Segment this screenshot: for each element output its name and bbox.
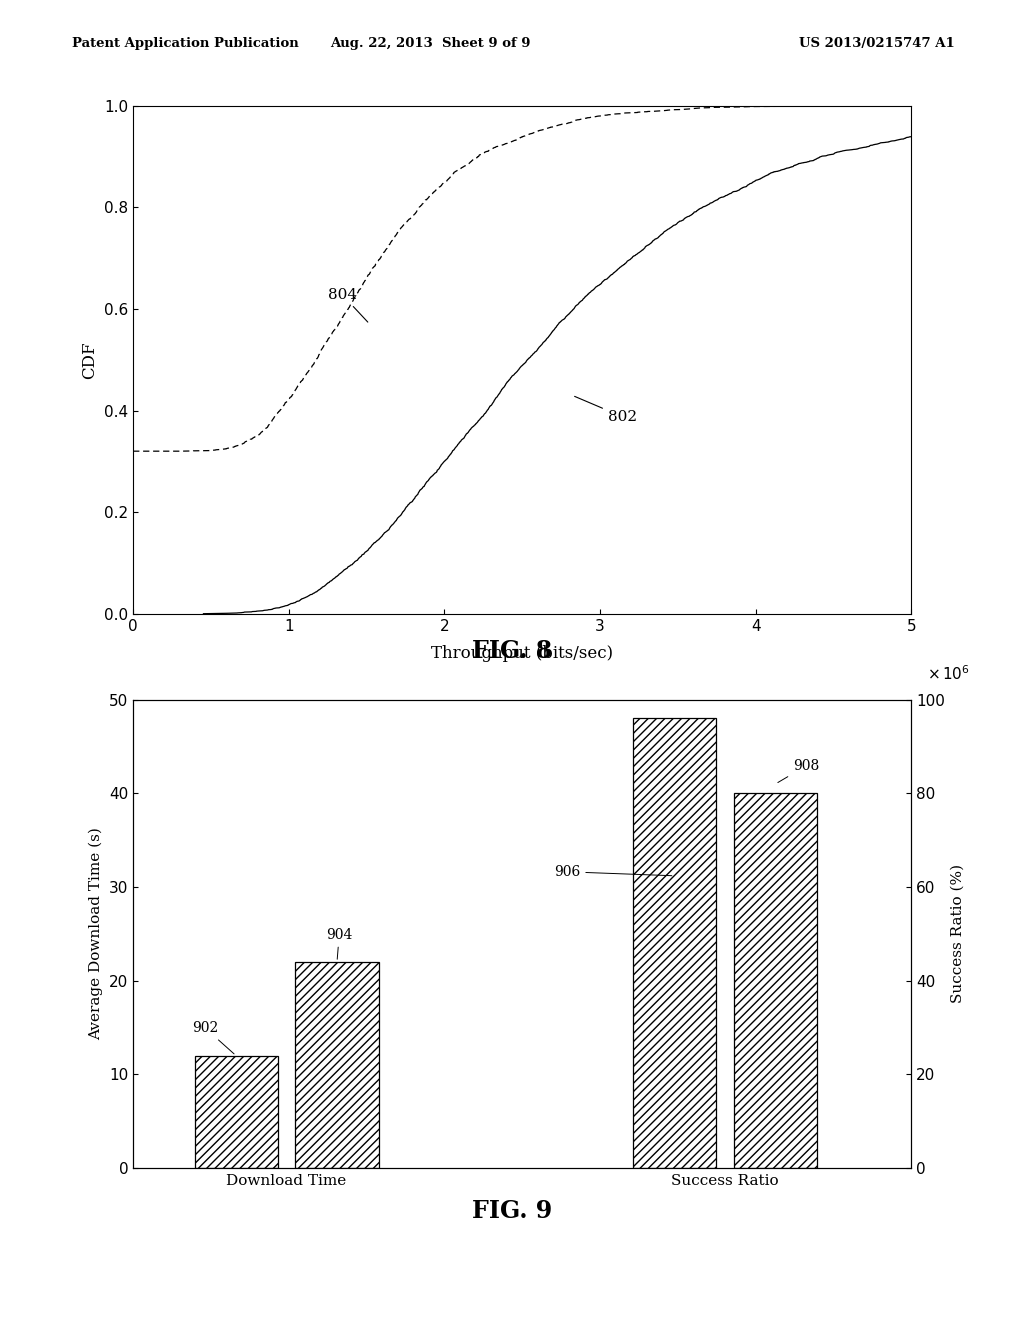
Text: US 2013/0215747 A1: US 2013/0215747 A1	[799, 37, 954, 50]
Text: 802: 802	[574, 396, 637, 424]
Text: $\times\,10^{6}$: $\times\,10^{6}$	[927, 665, 970, 684]
Y-axis label: CDF: CDF	[82, 341, 98, 379]
X-axis label: Throughput (bits/sec): Throughput (bits/sec)	[431, 644, 613, 661]
Text: Aug. 22, 2013  Sheet 9 of 9: Aug. 22, 2013 Sheet 9 of 9	[330, 37, 530, 50]
Text: FIG. 9: FIG. 9	[472, 1199, 552, 1222]
Bar	[734, 793, 817, 1168]
Bar	[195, 1056, 278, 1168]
Text: 902: 902	[193, 1022, 234, 1053]
Text: 908: 908	[778, 759, 819, 783]
Bar	[295, 962, 379, 1168]
Bar	[633, 718, 716, 1168]
Y-axis label: Success Ratio (%): Success Ratio (%)	[950, 865, 965, 1003]
Y-axis label: Average Download Time (s): Average Download Time (s)	[89, 828, 103, 1040]
Text: 804: 804	[328, 288, 368, 322]
Text: 906: 906	[554, 865, 672, 879]
Text: 904: 904	[326, 928, 352, 960]
Text: FIG. 8: FIG. 8	[472, 639, 552, 663]
Text: Patent Application Publication: Patent Application Publication	[72, 37, 298, 50]
